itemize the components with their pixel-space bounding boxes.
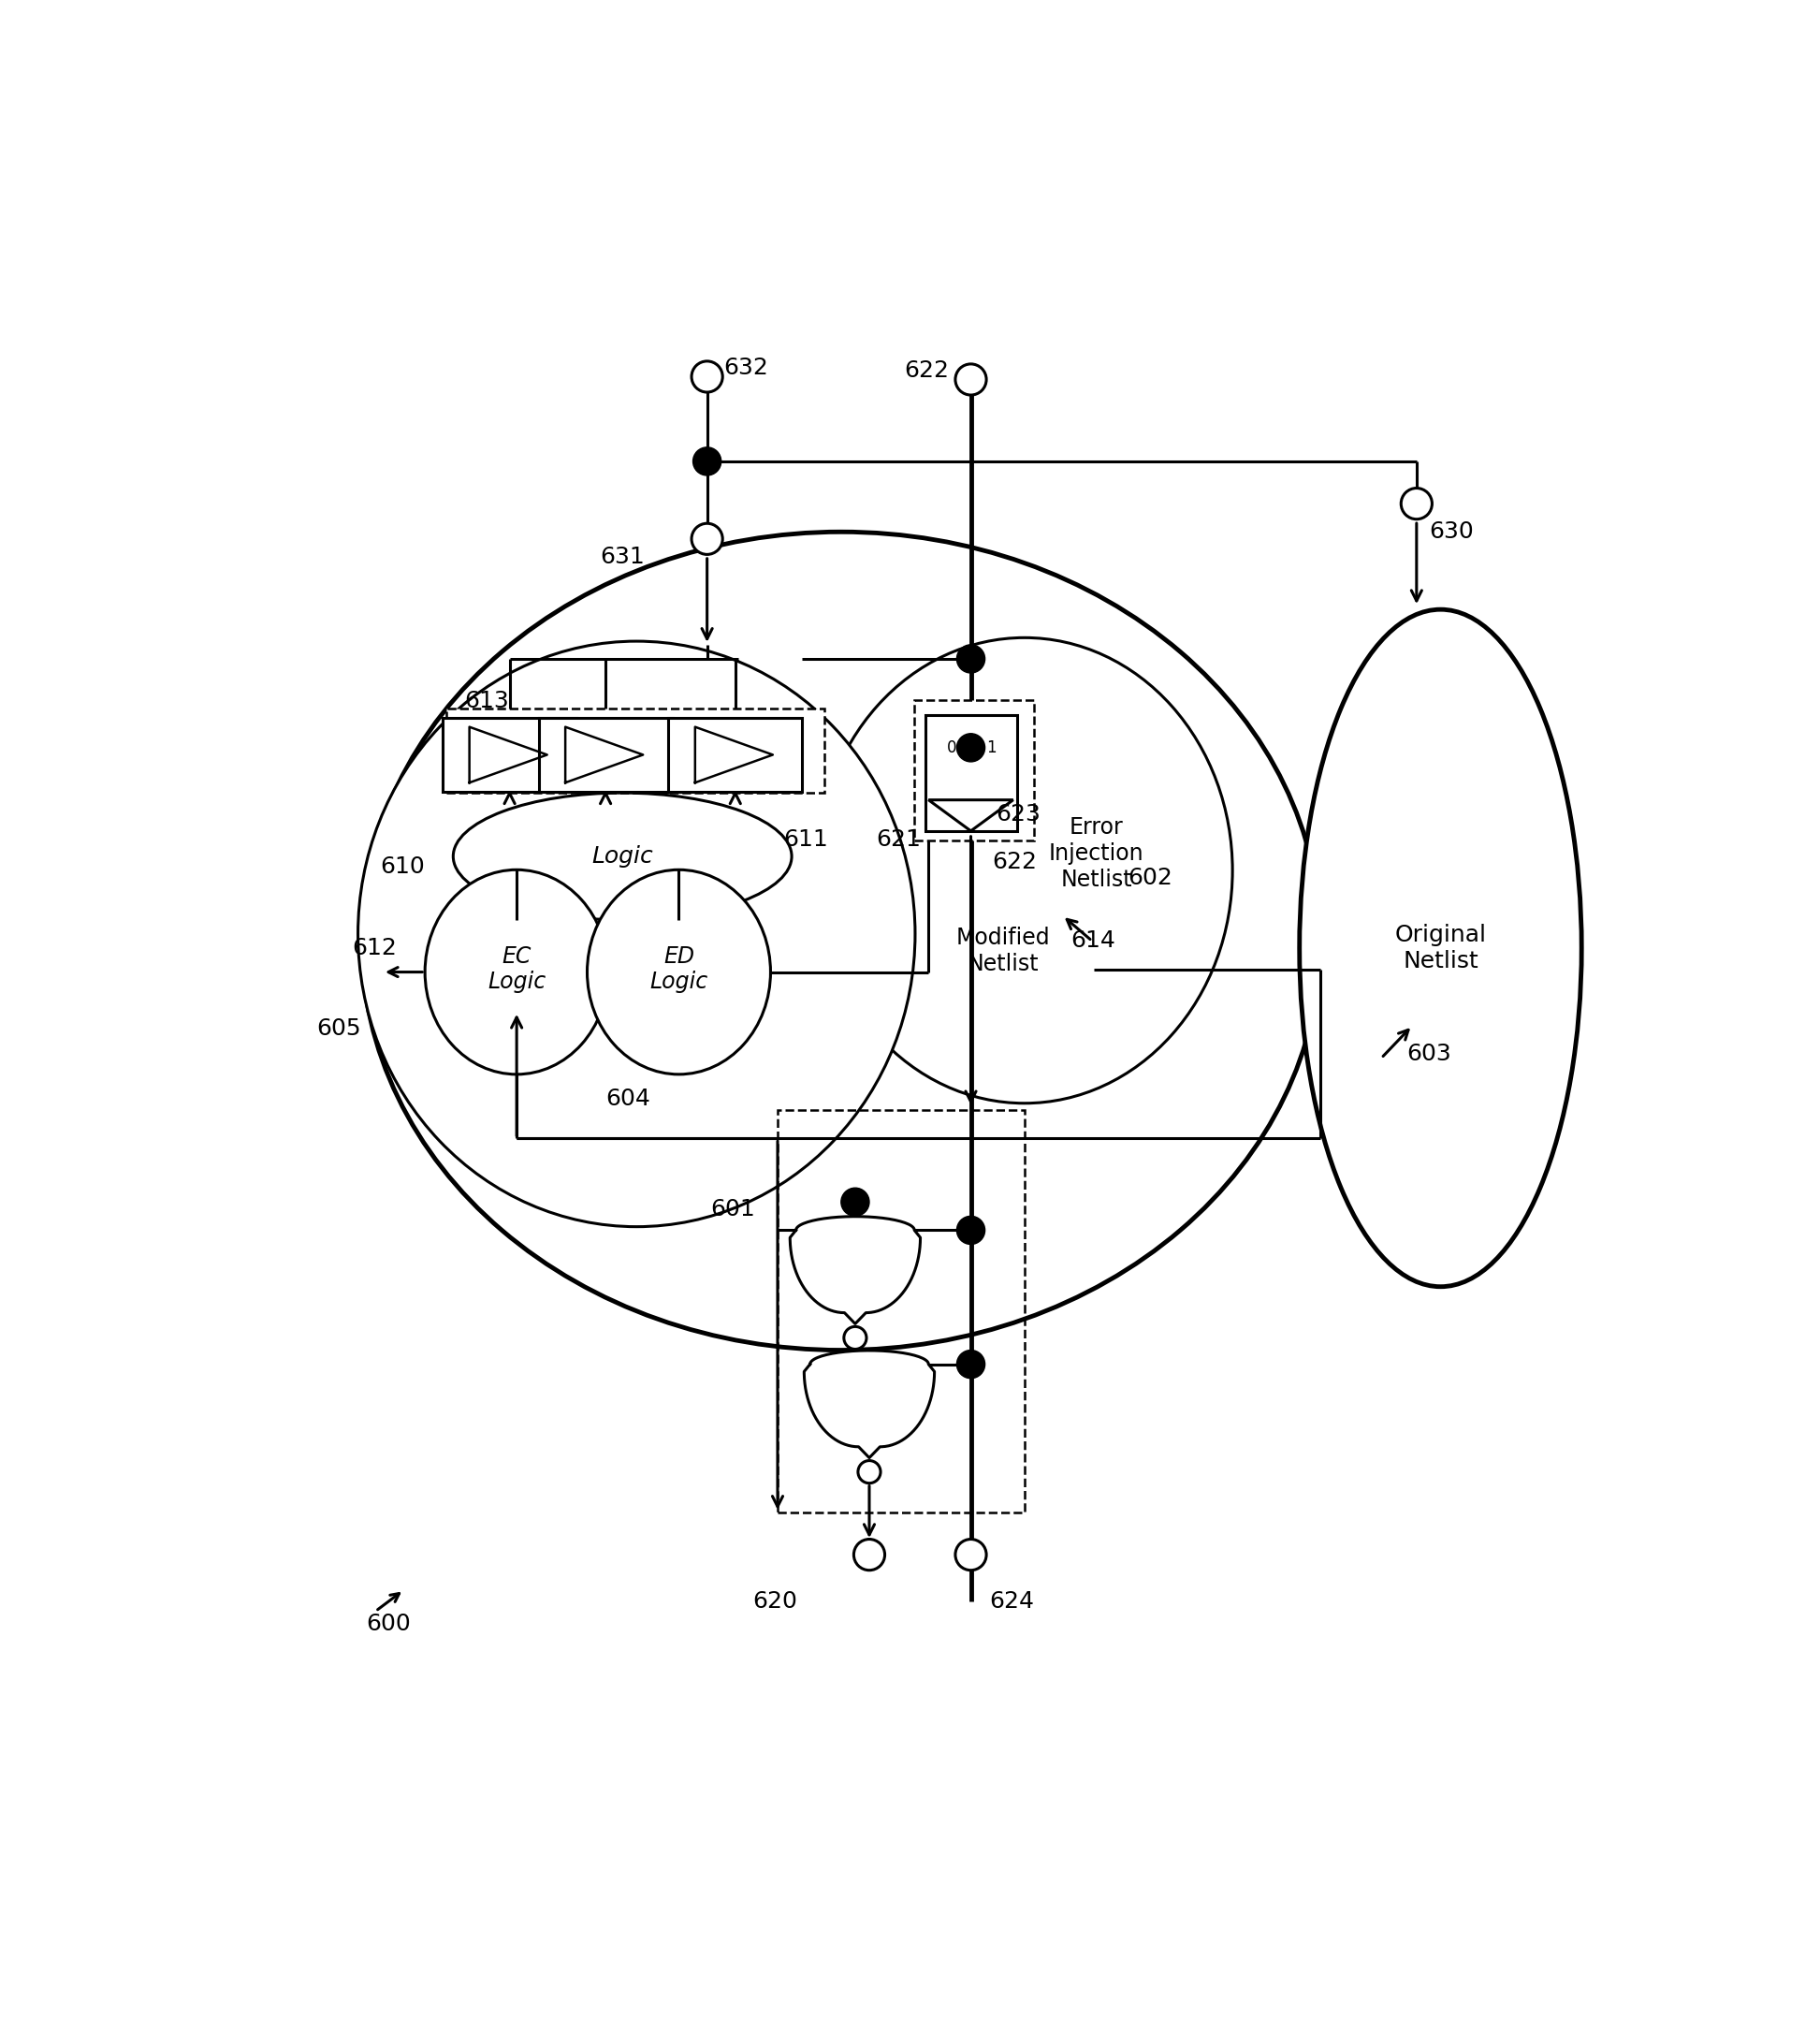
Circle shape xyxy=(693,447,721,475)
Bar xyxy=(926,715,1017,831)
Text: Logic: Logic xyxy=(592,845,653,867)
Circle shape xyxy=(957,644,985,672)
Circle shape xyxy=(857,1460,881,1483)
Text: 623: 623 xyxy=(996,802,1041,825)
Ellipse shape xyxy=(424,869,608,1074)
Text: 603: 603 xyxy=(1407,1042,1451,1064)
Ellipse shape xyxy=(453,792,792,920)
Text: 621: 621 xyxy=(877,829,921,851)
Ellipse shape xyxy=(359,642,915,1227)
Text: 631: 631 xyxy=(601,546,644,569)
Bar xyxy=(446,709,824,792)
Polygon shape xyxy=(790,1217,921,1324)
Text: 624: 624 xyxy=(990,1590,1034,1613)
Circle shape xyxy=(1401,487,1432,520)
Bar xyxy=(914,701,1034,841)
Ellipse shape xyxy=(817,638,1232,1103)
Circle shape xyxy=(692,362,723,392)
Text: 613: 613 xyxy=(464,691,510,713)
Circle shape xyxy=(844,1326,866,1349)
Text: EC
Logic: EC Logic xyxy=(488,944,546,993)
Text: 600: 600 xyxy=(366,1613,411,1635)
Circle shape xyxy=(957,1351,985,1379)
Text: 630: 630 xyxy=(1429,520,1474,542)
Bar xyxy=(442,719,577,792)
Ellipse shape xyxy=(588,869,770,1074)
Ellipse shape xyxy=(1299,609,1582,1288)
Text: 605: 605 xyxy=(317,1018,362,1040)
Text: Modified
Netlist: Modified Netlist xyxy=(956,926,1050,975)
Circle shape xyxy=(956,364,986,394)
Text: 620: 620 xyxy=(752,1590,797,1613)
Circle shape xyxy=(854,1539,885,1570)
Circle shape xyxy=(841,1188,870,1217)
Bar xyxy=(539,719,673,792)
Text: 614: 614 xyxy=(1070,930,1116,953)
Circle shape xyxy=(956,1539,986,1570)
Text: 604: 604 xyxy=(606,1089,650,1111)
Text: ED
Logic: ED Logic xyxy=(650,944,708,993)
Circle shape xyxy=(692,524,723,554)
Text: 612: 612 xyxy=(351,936,397,959)
Circle shape xyxy=(957,733,985,762)
Bar xyxy=(777,1111,1025,1513)
Text: 1: 1 xyxy=(986,739,997,756)
Text: 632: 632 xyxy=(724,357,768,380)
Text: 601: 601 xyxy=(710,1198,755,1221)
Text: 610: 610 xyxy=(380,855,424,877)
Text: 602: 602 xyxy=(1127,867,1172,890)
Text: 622: 622 xyxy=(992,851,1037,873)
Ellipse shape xyxy=(362,532,1321,1351)
Text: Original
Netlist: Original Netlist xyxy=(1394,924,1487,973)
Text: 622: 622 xyxy=(905,359,950,382)
Text: 611: 611 xyxy=(784,829,828,851)
Bar xyxy=(668,719,803,792)
Text: Error
Injection
Netlist: Error Injection Netlist xyxy=(1048,816,1145,892)
Polygon shape xyxy=(804,1351,934,1458)
Circle shape xyxy=(957,1217,985,1245)
Polygon shape xyxy=(928,800,1014,831)
Text: 0: 0 xyxy=(946,739,956,756)
